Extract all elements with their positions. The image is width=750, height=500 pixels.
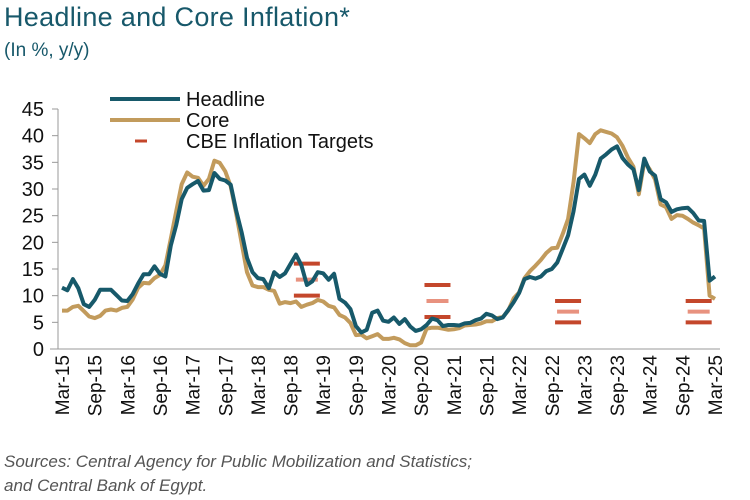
- y-tick-label: 30: [22, 179, 44, 201]
- x-tick-label: Sep-20: [412, 355, 433, 416]
- x-tick-label: Sep-18: [282, 355, 303, 416]
- y-tick-label: 45: [22, 99, 44, 121]
- x-tick-label: Mar-22: [510, 355, 531, 415]
- chart-subtitle: (In %, y/y): [4, 40, 90, 61]
- x-tick-label: Mar-21: [445, 355, 466, 415]
- x-tick-label: Sep-17: [216, 355, 237, 416]
- chart-title: Headline and Core Inflation*: [4, 2, 351, 32]
- x-tick-label: Mar-17: [184, 355, 205, 415]
- y-tick-label: 40: [22, 126, 44, 148]
- x-tick-label: Sep-24: [673, 355, 694, 417]
- inflation-chart: 0 5 10 15 20 25 30 35 40 45 Mar-15 Sep-15 Mar-16 Sep-…: [22, 89, 727, 417]
- x-tick-label: Mar-20: [380, 355, 401, 415]
- x-tick-label: Sep-23: [608, 355, 629, 416]
- source-note: Sources: Central Agency for Public Mobil…: [4, 450, 472, 498]
- x-tick-label: Mar-24: [641, 355, 662, 416]
- y-tick-label: 35: [22, 152, 44, 174]
- x-tick-label: Sep-15: [86, 355, 107, 416]
- source-line-1: Sources: Central Agency for Public Mobil…: [4, 452, 473, 471]
- legend-label: Headline: [186, 89, 265, 111]
- y-tick-label: 5: [33, 312, 44, 334]
- x-tick-label: Sep-21: [477, 355, 498, 416]
- y-tick-label: 20: [22, 232, 44, 254]
- legend-label: CBE Inflation Targets: [186, 131, 374, 153]
- y-tick-label: 25: [22, 206, 44, 228]
- x-tick-label: Mar-25: [706, 355, 727, 415]
- y-tick-label: 0: [33, 339, 44, 361]
- y-tick-label: 15: [22, 259, 44, 281]
- series-line-headline: [61, 144, 717, 335]
- x-tick-label: Mar-19: [314, 355, 335, 415]
- x-tick-label: Mar-23: [575, 355, 596, 415]
- y-tick-label: 10: [22, 286, 44, 308]
- x-tick-label: Sep-16: [151, 355, 172, 416]
- x-tick-label: Sep-19: [347, 355, 368, 416]
- series-line-core: [62, 128, 717, 348]
- x-tick-label: Sep-22: [543, 355, 564, 416]
- source-line-2: and Central Bank of Egypt.: [4, 476, 208, 495]
- x-tick-label: Mar-18: [249, 355, 270, 415]
- legend-label: Core: [186, 110, 229, 132]
- x-tick-label: Mar-16: [118, 355, 139, 415]
- x-tick-label: Mar-15: [53, 355, 74, 415]
